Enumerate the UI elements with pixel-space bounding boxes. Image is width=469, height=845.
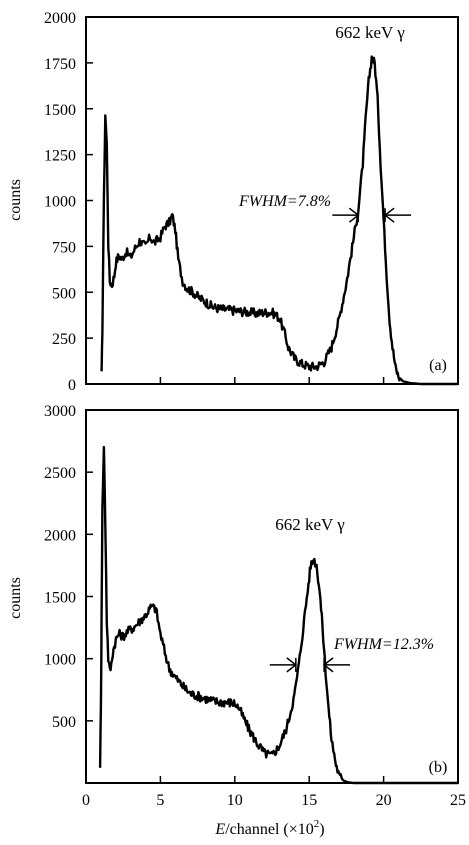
y-tick-label: 1500 xyxy=(44,102,76,119)
spectrum-line xyxy=(98,445,459,785)
y-tick-label: 1000 xyxy=(44,194,76,211)
data-marks-b xyxy=(98,445,459,785)
y-tick-label: 2000 xyxy=(44,527,76,544)
y-tick-label: 750 xyxy=(52,239,76,256)
axis-ticks-a xyxy=(85,16,459,385)
panel-a: 0 250 500 750 1000 1250 1500 1750 2000 counts 66… xyxy=(7,10,459,394)
peak-label-b: 662 keV γ xyxy=(275,515,345,534)
x-tick-label: 10 xyxy=(227,792,243,809)
x-tick-label: 15 xyxy=(301,792,317,809)
y-tick-label: 2000 xyxy=(44,10,76,27)
panel-b: 500 1000 1500 2000 2500 3000 0 5 10 15 20 25 counts… xyxy=(7,403,466,838)
y-tick-label: 0 xyxy=(68,377,76,394)
y-tick-label: 1750 xyxy=(44,56,76,73)
x-tick-label: 20 xyxy=(376,792,392,809)
y-axis-label-a: counts xyxy=(7,179,24,221)
x-tick-label: 5 xyxy=(156,792,164,809)
fwhm-arrows-b xyxy=(269,657,351,673)
y-tick-label: 500 xyxy=(52,285,76,302)
y-axis-label-b: counts xyxy=(7,577,24,619)
plot-frame-b xyxy=(85,409,459,784)
spectrum-line xyxy=(100,55,459,386)
x-axis-label-exp: 2 xyxy=(314,818,320,830)
tick-labels-b: 500 1000 1500 2000 2500 3000 0 5 10 15 20 25 xyxy=(44,403,466,809)
panel-label-a: (a) xyxy=(429,357,447,374)
y-tick-label: 1000 xyxy=(44,652,76,669)
x-axis-label-var: E xyxy=(214,821,225,838)
data-marks-a xyxy=(100,55,459,386)
axis-ticks-b xyxy=(85,409,459,783)
panel-label-b: (b) xyxy=(429,759,448,776)
x-axis-label-close: ) xyxy=(319,821,324,838)
fwhm-label-b: FWHM=12.3% xyxy=(333,636,434,653)
x-axis-label-unit: /channel (×10 xyxy=(225,821,314,838)
fwhm-arrows-a xyxy=(332,207,412,223)
y-tick-label: 3000 xyxy=(44,403,76,420)
x-tick-label: 25 xyxy=(450,792,466,809)
x-tick-label: 0 xyxy=(82,792,90,809)
y-tick-label: 1500 xyxy=(44,590,76,607)
fwhm-label-a: FWHM=7.8% xyxy=(238,193,331,210)
peak-label-a: 662 keV γ xyxy=(335,23,405,42)
y-tick-label: 1250 xyxy=(44,148,76,165)
x-axis-label: E/channel (×102) xyxy=(214,818,324,838)
y-tick-label: 2500 xyxy=(44,465,76,482)
y-tick-label: 500 xyxy=(52,714,76,731)
tick-labels-a: 0 250 500 750 1000 1250 1500 1750 2000 xyxy=(44,10,76,394)
y-tick-label: 250 xyxy=(52,331,76,348)
